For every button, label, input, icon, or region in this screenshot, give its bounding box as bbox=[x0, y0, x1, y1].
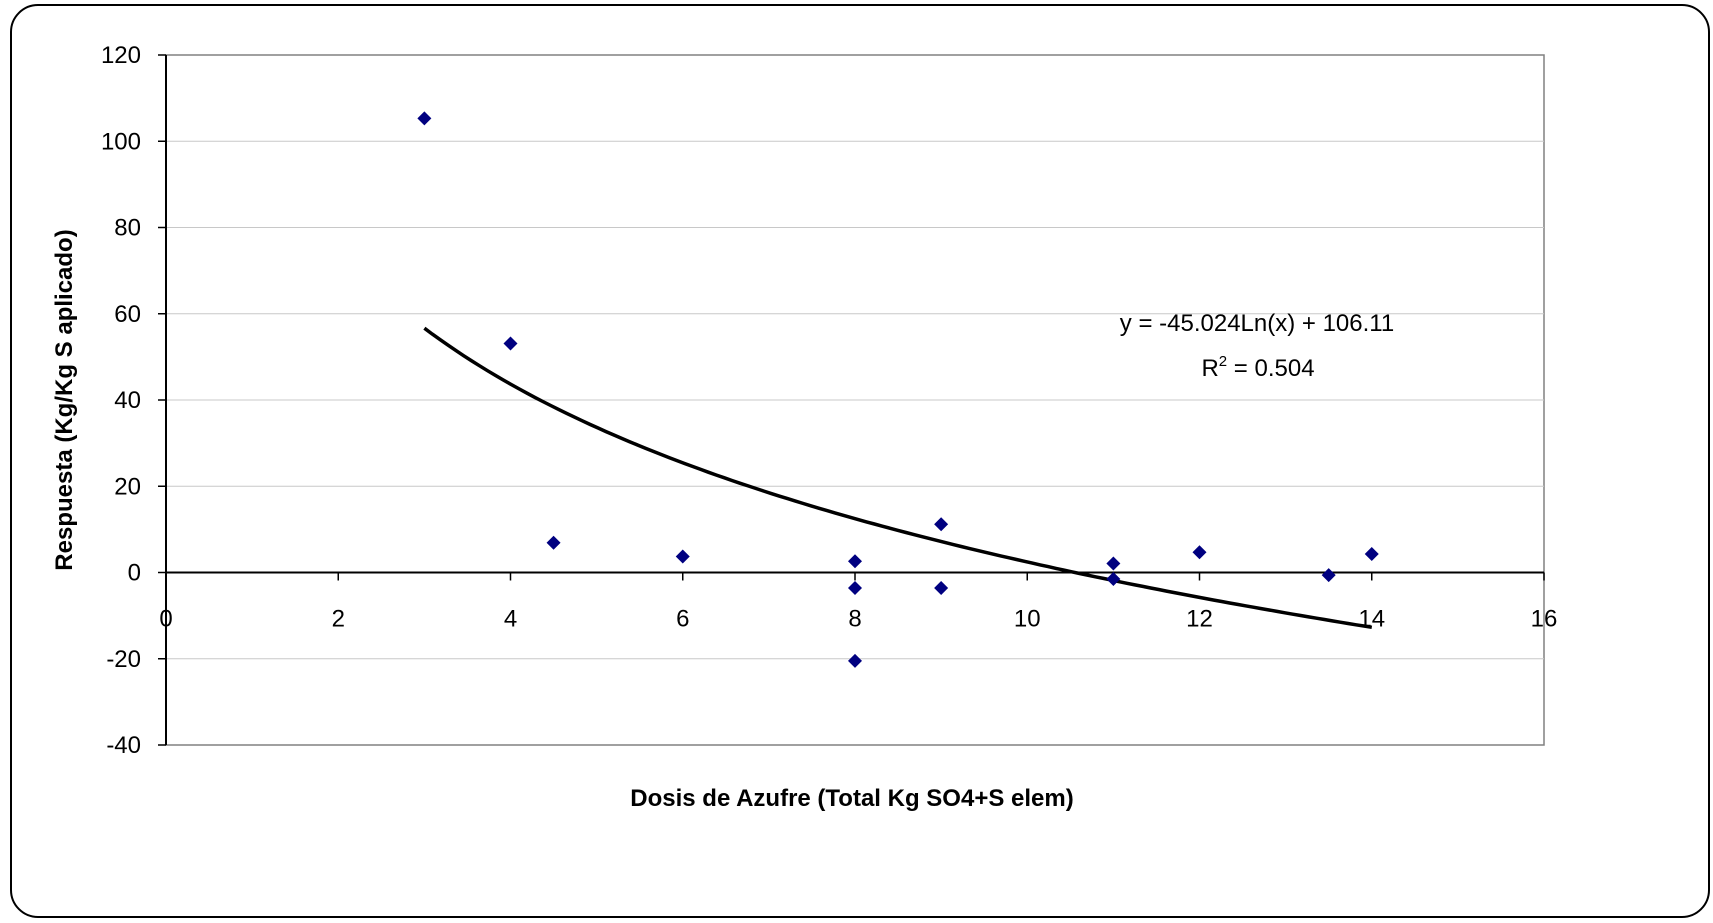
y-tick-label: 60 bbox=[114, 301, 141, 328]
data-point bbox=[546, 535, 561, 550]
x-tick-label: 16 bbox=[1531, 606, 1558, 633]
y-tick-label: 40 bbox=[114, 387, 141, 414]
x-axis-title: Dosis de Azufre (Total Kg SO4+S elem) bbox=[630, 785, 1073, 812]
y-tick-label: -40 bbox=[106, 732, 141, 759]
data-point bbox=[503, 336, 518, 351]
data-point bbox=[417, 111, 432, 126]
y-tick-labels: -40 -20 0 20 40 60 80 100 120 bbox=[101, 42, 141, 759]
x-tick-labels: 0 2 4 6 8 10 12 14 16 bbox=[159, 606, 1557, 633]
data-point bbox=[1321, 568, 1336, 583]
y-tick-label: 0 bbox=[128, 560, 141, 587]
x-tick-label: 14 bbox=[1358, 606, 1385, 633]
trendline bbox=[423, 326, 1373, 630]
x-tick-label: 4 bbox=[504, 606, 517, 633]
axes bbox=[158, 54, 1545, 746]
y-tick-label: 120 bbox=[101, 42, 141, 69]
data-point bbox=[675, 549, 690, 564]
y-tick-label: 20 bbox=[114, 473, 141, 500]
data-points bbox=[417, 111, 1379, 668]
r-squared-label: R2 = 0.504 bbox=[1201, 353, 1314, 382]
trendline-equation: y = -45.024Ln(x) + 106.11 bbox=[1120, 310, 1394, 337]
x-tick-label: 12 bbox=[1186, 606, 1213, 633]
x-tick-label: 6 bbox=[676, 606, 689, 633]
y-tick-label: 100 bbox=[101, 128, 141, 155]
gridlines bbox=[166, 140, 1544, 660]
y-tick-label: 80 bbox=[114, 215, 141, 242]
data-point bbox=[934, 517, 949, 532]
x-tick-label: 10 bbox=[1014, 606, 1041, 633]
r-squared-superscript: 2 bbox=[1219, 353, 1227, 370]
data-point bbox=[1364, 546, 1379, 561]
data-point bbox=[848, 554, 862, 569]
data-point bbox=[934, 581, 949, 596]
x-tick-label: 8 bbox=[848, 606, 861, 633]
y-tick-label: -20 bbox=[106, 646, 141, 673]
data-point bbox=[1192, 545, 1207, 560]
x-tick-label: 0 bbox=[159, 606, 172, 633]
data-point bbox=[1106, 556, 1121, 571]
data-point bbox=[848, 581, 862, 596]
data-point bbox=[1106, 571, 1121, 586]
data-point bbox=[848, 653, 862, 668]
y-axis-title: Respuesta (Kg/Kg S aplicado) bbox=[51, 229, 78, 570]
x-tick-label: 2 bbox=[332, 606, 345, 633]
